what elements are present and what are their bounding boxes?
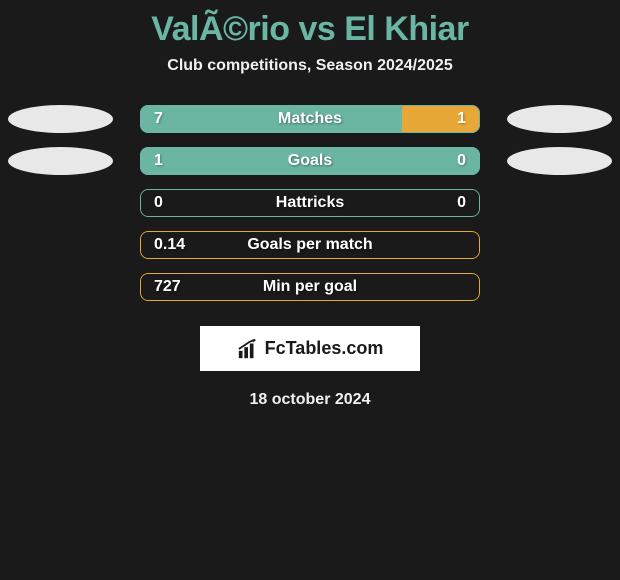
date-text: 18 october 2024	[0, 391, 620, 409]
stat-bar-left	[140, 105, 402, 133]
stat-value-left: 1	[154, 152, 163, 170]
player-left-ellipse	[8, 147, 113, 175]
logo-box: FcTables.com	[200, 326, 420, 371]
stat-bar: 0 0 Hattricks	[140, 189, 480, 217]
stat-bar: 727 Min per goal	[140, 273, 480, 301]
page-title: ValÃ©rio vs El Khiar	[0, 10, 620, 49]
stat-bar-wrapper: 7 1 Matches	[133, 105, 487, 133]
stat-label: Matches	[278, 110, 342, 128]
player-right-ellipse	[507, 105, 612, 133]
stat-row: 0 0 Hattricks	[0, 189, 620, 217]
subtitle: Club competitions, Season 2024/2025	[0, 57, 620, 75]
stat-bar-wrapper: 727 Min per goal	[133, 273, 487, 301]
stat-bar: 7 1 Matches	[140, 105, 480, 133]
stat-label: Hattricks	[276, 194, 344, 212]
stat-row: 7 1 Matches	[0, 105, 620, 133]
stat-bar: 0.14 Goals per match	[140, 231, 480, 259]
player-right-ellipse	[507, 147, 612, 175]
stat-value-left: 7	[154, 110, 163, 128]
logo-text: FcTables.com	[265, 338, 384, 359]
stat-value-right: 0	[457, 152, 466, 170]
stat-value-right: 1	[457, 110, 466, 128]
stat-bar-wrapper: 0.14 Goals per match	[133, 231, 487, 259]
stat-row: 1 0 Goals	[0, 147, 620, 175]
stat-row: 0.14 Goals per match	[0, 231, 620, 259]
comparison-infographic: ValÃ©rio vs El Khiar Club competitions, …	[0, 0, 620, 409]
stat-label: Goals	[288, 152, 332, 170]
player-left-ellipse	[8, 105, 113, 133]
stat-value-left: 0	[154, 194, 163, 212]
stat-bar-right	[402, 105, 480, 133]
stat-value-left: 727	[154, 278, 181, 296]
stat-label: Min per goal	[263, 278, 357, 296]
stats-section: 7 1 Matches 1 0 Goals 0 0 Hattricks 0.14 Goals per…	[0, 105, 620, 301]
stat-label: Goals per match	[247, 236, 372, 254]
stat-row: 727 Min per goal	[0, 273, 620, 301]
chart-icon	[237, 338, 259, 360]
stat-bar-wrapper: 1 0 Goals	[133, 147, 487, 175]
stat-value-left: 0.14	[154, 236, 185, 254]
stat-bar: 1 0 Goals	[140, 147, 480, 175]
stat-bar-wrapper: 0 0 Hattricks	[133, 189, 487, 217]
stat-value-right: 0	[457, 194, 466, 212]
